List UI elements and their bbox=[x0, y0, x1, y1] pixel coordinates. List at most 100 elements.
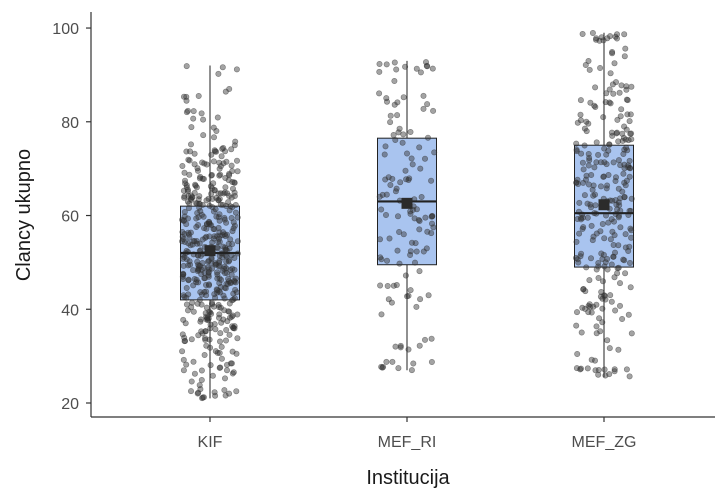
data-point bbox=[615, 138, 622, 145]
data-point bbox=[196, 240, 203, 247]
box-group-kif bbox=[179, 63, 241, 402]
data-point bbox=[400, 231, 407, 238]
data-point bbox=[212, 294, 219, 301]
data-point bbox=[223, 326, 230, 333]
data-point bbox=[620, 170, 627, 177]
data-point bbox=[217, 163, 224, 170]
data-point bbox=[413, 303, 420, 310]
data-point bbox=[231, 193, 238, 200]
data-point bbox=[181, 194, 188, 201]
data-point bbox=[611, 232, 618, 239]
y-tick-label: 20 bbox=[61, 396, 79, 413]
data-point bbox=[609, 228, 616, 235]
data-point bbox=[234, 214, 241, 221]
data-point bbox=[200, 116, 207, 123]
data-point bbox=[179, 273, 186, 280]
data-point bbox=[377, 282, 384, 289]
data-point bbox=[179, 255, 186, 262]
data-point bbox=[229, 370, 236, 377]
data-point bbox=[396, 229, 403, 236]
data-point bbox=[200, 176, 207, 183]
data-point bbox=[597, 228, 604, 235]
data-point bbox=[429, 65, 436, 72]
data-point bbox=[227, 279, 234, 286]
data-point bbox=[618, 106, 625, 113]
data-point bbox=[187, 261, 194, 268]
data-point bbox=[216, 311, 223, 318]
data-point bbox=[201, 351, 208, 358]
data-point bbox=[587, 303, 594, 310]
data-point bbox=[195, 222, 202, 229]
data-point bbox=[226, 207, 233, 214]
data-point bbox=[387, 112, 394, 119]
data-point bbox=[423, 62, 430, 69]
data-point bbox=[407, 252, 414, 259]
data-point bbox=[615, 242, 622, 249]
data-point bbox=[573, 140, 580, 147]
data-point bbox=[218, 153, 225, 160]
data-point bbox=[587, 204, 594, 211]
data-point bbox=[601, 366, 608, 373]
data-point bbox=[612, 197, 619, 204]
data-point bbox=[428, 220, 435, 227]
data-point bbox=[615, 214, 622, 221]
data-point bbox=[573, 238, 580, 245]
data-point bbox=[180, 356, 187, 363]
data-point bbox=[180, 275, 187, 282]
data-point bbox=[183, 361, 190, 368]
data-point bbox=[607, 70, 614, 77]
data-point bbox=[579, 30, 586, 37]
data-point bbox=[217, 338, 224, 345]
data-point bbox=[391, 101, 398, 108]
data-point bbox=[600, 251, 607, 258]
data-point bbox=[606, 345, 613, 352]
data-point bbox=[591, 357, 598, 364]
data-point bbox=[228, 360, 235, 367]
data-point bbox=[233, 388, 240, 395]
data-point bbox=[587, 255, 594, 262]
data-point bbox=[203, 316, 210, 323]
data-point bbox=[180, 218, 187, 225]
data-point bbox=[600, 37, 607, 44]
data-point bbox=[574, 350, 581, 357]
data-point bbox=[420, 92, 427, 99]
data-point bbox=[614, 270, 621, 277]
data-point bbox=[390, 132, 397, 139]
data-point bbox=[619, 137, 626, 144]
data-point bbox=[599, 305, 606, 312]
data-point bbox=[219, 201, 226, 208]
data-point bbox=[627, 165, 634, 172]
data-point bbox=[593, 301, 600, 308]
data-point bbox=[609, 81, 616, 88]
data-point bbox=[234, 168, 241, 175]
data-point bbox=[226, 257, 233, 264]
data-point bbox=[586, 157, 593, 164]
data-point bbox=[188, 388, 195, 395]
data-point bbox=[607, 236, 614, 243]
data-point bbox=[198, 301, 205, 308]
y-tick-label: 80 bbox=[61, 115, 79, 132]
data-point bbox=[183, 294, 190, 301]
data-point bbox=[211, 389, 218, 396]
data-point bbox=[614, 206, 621, 213]
data-point bbox=[203, 233, 210, 240]
data-point bbox=[191, 238, 198, 245]
data-point bbox=[623, 96, 630, 103]
mean-marker bbox=[204, 245, 216, 257]
data-point bbox=[394, 213, 401, 220]
data-point bbox=[621, 194, 628, 201]
data-point bbox=[604, 337, 611, 344]
data-point bbox=[396, 125, 403, 132]
data-point bbox=[397, 344, 404, 351]
data-point bbox=[428, 177, 435, 184]
data-point bbox=[209, 299, 216, 306]
data-point bbox=[406, 175, 413, 182]
data-point bbox=[418, 194, 425, 201]
data-point bbox=[180, 262, 187, 269]
data-point bbox=[391, 78, 398, 85]
data-point bbox=[234, 157, 241, 164]
data-point bbox=[580, 166, 587, 173]
data-point bbox=[198, 367, 205, 374]
data-point bbox=[383, 61, 390, 68]
data-point bbox=[215, 214, 222, 221]
